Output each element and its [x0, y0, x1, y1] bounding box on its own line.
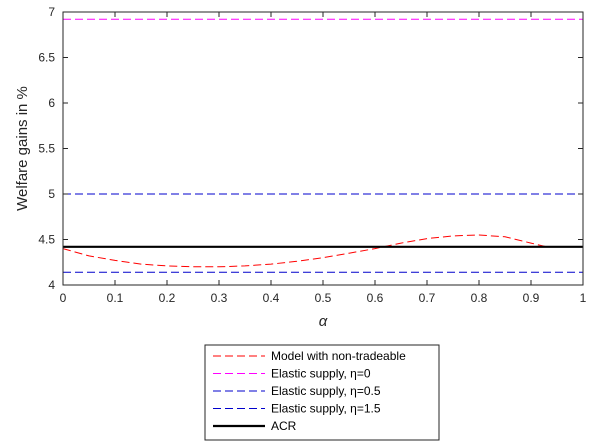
- plot-background: [63, 12, 583, 285]
- x-axis-label: α: [319, 313, 328, 330]
- legend-label: Elastic supply, η=1.5: [271, 402, 381, 416]
- x-tick-label: 0.3: [211, 291, 228, 305]
- legend-label: ACR: [271, 419, 297, 433]
- x-tick-label: 0.5: [315, 291, 332, 305]
- x-tick-label: 0.7: [419, 291, 436, 305]
- legend-label: Elastic supply, η=0: [271, 367, 371, 381]
- plot-area: [62, 12, 583, 285]
- x-tick-label: 0.1: [107, 291, 124, 305]
- x-tick-label: 0.8: [471, 291, 488, 305]
- series-line-1: [62, 234, 547, 268]
- y-tick-label: 6.5: [38, 51, 55, 65]
- x-tick-label: 0.6: [367, 291, 384, 305]
- y-tick-label: 5.5: [38, 142, 55, 156]
- x-tick-label: 0: [60, 291, 67, 305]
- y-tick-label: 7: [48, 5, 55, 19]
- x-tick-label: 0.9: [523, 291, 540, 305]
- axes: 0 0.1 0.2 0.3 0.4 0.5 0.6 0.7 0.8 0.9 1 4 4.5 5 5.5 6 6.…: [14, 5, 587, 330]
- x-tick-label: 1: [580, 291, 587, 305]
- y-tick-label: 5: [48, 187, 55, 201]
- x-tick-label: 0.4: [263, 291, 280, 305]
- y-tick-label: 6: [48, 96, 55, 110]
- y-tick-label: 4: [48, 278, 55, 292]
- x-tick-label: 0.2: [159, 291, 176, 305]
- legend-box: [204, 344, 440, 441]
- y-axis-label: Welfare gains in %: [14, 86, 31, 211]
- legend-label: Elastic supply, η=0.5: [271, 384, 381, 398]
- y-tick-label: 4.5: [38, 233, 55, 247]
- legend-label: Model with non-tradeable: [271, 349, 406, 363]
- legend: Model with non-tradeable Elastic supply, …: [204, 344, 440, 441]
